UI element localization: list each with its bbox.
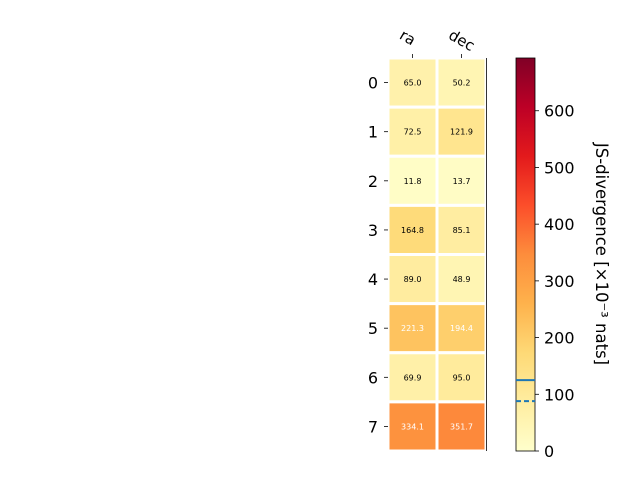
cell-value-label: 11.8 (404, 177, 422, 186)
colorbar-tick-label: 600 (544, 102, 575, 121)
cell-value-label: 194.4 (450, 324, 473, 333)
x-axis-ticks: ra dec (397, 26, 478, 58)
colorbar-tick-label: 100 (544, 385, 575, 404)
y-tick-label: 7 (368, 417, 378, 436)
heatmap: 65.0 50.2 72.5 121.9 11.8 13.7 164.8 85.1 89.0 48… (386, 56, 488, 453)
x-tick-label: ra (397, 26, 419, 49)
heatmap-cell (435, 203, 488, 256)
heatmap-cell (435, 400, 488, 453)
y-tick-label: 2 (368, 172, 378, 191)
cell-value-label: 85.1 (453, 226, 471, 235)
cell-value-label: 95.0 (453, 373, 471, 382)
cell-value-label: 72.5 (404, 128, 422, 137)
heatmap-cell (435, 154, 488, 207)
cell-value-label: 48.9 (453, 275, 471, 284)
colorbar-tick-label: 0 (544, 442, 554, 461)
colorbar-tick-label: 300 (544, 272, 575, 291)
cell-value-label: 50.2 (453, 79, 471, 88)
heatmap-cell (435, 105, 488, 158)
cell-value-label: 121.9 (450, 128, 473, 137)
colorbar: 0 100 200 300 400 500 600 (515, 57, 575, 461)
y-tick-label: 5 (368, 319, 378, 338)
colorbar-tick-label: 500 (544, 158, 575, 177)
cell-value-label: 221.3 (401, 324, 424, 333)
cell-value-label: 334.1 (401, 422, 424, 431)
cell-value-label: 69.9 (404, 373, 422, 382)
cell-value-label: 65.0 (404, 79, 422, 88)
y-tick-label: 0 (368, 74, 378, 93)
y-tick-label: 4 (368, 270, 378, 289)
y-tick-label: 1 (368, 123, 378, 142)
colorbar-tick-label: 200 (544, 329, 575, 348)
y-axis-ticks: 0 1 2 3 4 5 6 7 (368, 74, 388, 436)
y-tick-label: 3 (368, 221, 378, 240)
colorbar-tick-label: 400 (544, 215, 575, 234)
cell-value-label: 13.7 (453, 177, 471, 186)
cell-value-label: 351.7 (450, 422, 473, 431)
cell-value-label: 164.8 (401, 226, 424, 235)
y-tick-label: 6 (368, 368, 378, 387)
heatmap-cell (435, 253, 488, 306)
colorbar-label: JS-divergence [×10⁻³ nats] (592, 142, 611, 365)
cell-value-label: 89.0 (404, 275, 422, 284)
colorbar-gradient (515, 57, 536, 452)
x-tick-label: dec (446, 26, 478, 55)
